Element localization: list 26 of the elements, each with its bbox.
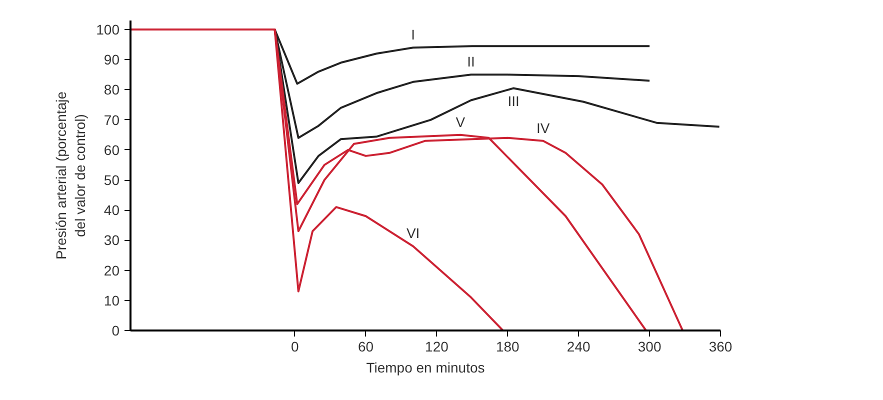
x-tick-label: 120 xyxy=(425,338,449,354)
y-tick-label: 70 xyxy=(104,112,120,128)
y-tick-label: 20 xyxy=(104,262,120,278)
series-label: V xyxy=(456,114,466,130)
y-axis-title: Presión arterial (porcentaje del valor de control) xyxy=(52,91,88,260)
y-tick-label: 60 xyxy=(104,142,120,158)
series-label: IV xyxy=(536,120,550,136)
y-tick-label: 40 xyxy=(104,202,120,218)
y-tick-label: 100 xyxy=(96,22,120,38)
y-tick-label: 80 xyxy=(104,82,120,98)
y-tick-label: 10 xyxy=(104,292,120,308)
y-tick-label: 50 xyxy=(104,172,120,188)
x-axis-title: Tiempo en minutos xyxy=(366,360,485,376)
series-label: III xyxy=(508,93,520,110)
series-label: I xyxy=(411,26,416,43)
x-tick-label: 0 xyxy=(290,338,299,354)
x-tick-label: 240 xyxy=(566,338,591,354)
x-tick-label: 360 xyxy=(708,338,732,354)
x-tick-label: 300 xyxy=(638,338,662,354)
y-tick-label: 0 xyxy=(112,322,120,338)
x-tick-label: 180 xyxy=(496,338,520,354)
y-tick-label: 30 xyxy=(104,232,120,248)
y-tick-label: 90 xyxy=(104,52,120,68)
series-label: VI xyxy=(406,225,420,242)
x-tick-label: 60 xyxy=(358,338,374,354)
series-label: II xyxy=(467,54,475,70)
